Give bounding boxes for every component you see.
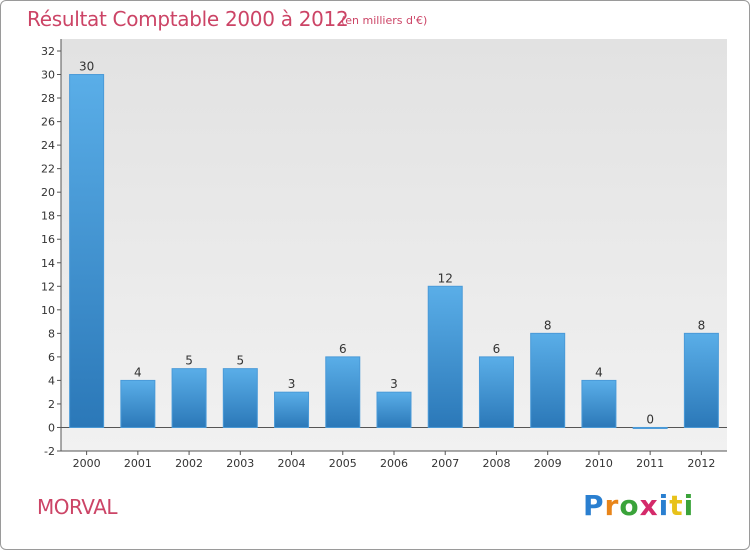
bar-value-label: 6	[339, 342, 347, 356]
bar-2009	[530, 332, 566, 428]
bar-value-label: 12	[438, 271, 453, 285]
logo-letter: x	[639, 489, 659, 522]
x-tick-label: 2006	[380, 457, 408, 470]
bar-2010	[581, 379, 617, 428]
x-tick-label: 2003	[226, 457, 254, 470]
chart-subtitle: (en milliers d'€)	[341, 14, 428, 27]
bar-2002	[171, 368, 207, 428]
logo-letter: t	[669, 489, 684, 522]
x-tick-label: 2000	[73, 457, 101, 470]
y-tick-label: 28	[41, 92, 55, 105]
bar-2000	[69, 74, 105, 428]
x-tick-label: 2002	[175, 457, 203, 470]
proxiti-logo: Proxiti	[583, 489, 694, 522]
x-tick-label: 2008	[482, 457, 510, 470]
bar-value-label: 8	[698, 318, 706, 332]
bar-value-label: 5	[236, 354, 244, 368]
logo-letter: P	[583, 489, 605, 522]
logo-letter: o	[619, 489, 640, 522]
y-tick-label: 22	[41, 163, 55, 176]
y-tick-label: 14	[41, 257, 55, 270]
bar-2003	[222, 368, 258, 428]
town-name: MORVAL	[37, 495, 118, 519]
bar-2005	[325, 356, 361, 428]
y-tick-label: 4	[48, 374, 55, 387]
chart-title: Résultat Comptable 2000 à 2012	[27, 7, 349, 31]
y-tick-label: 10	[41, 304, 55, 317]
logo-letter: i	[683, 489, 695, 522]
y-tick-label: -2	[44, 445, 55, 458]
x-tick-label: 2007	[431, 457, 459, 470]
bar-2012	[683, 332, 719, 428]
bar-2007	[427, 285, 463, 428]
y-tick-label: 8	[48, 327, 55, 340]
bar-value-label: 30	[79, 60, 94, 74]
y-tick-label: 20	[41, 186, 55, 199]
logo-letter: r	[604, 489, 620, 522]
bar-value-label: 3	[288, 377, 296, 391]
bar-value-label: 0	[646, 412, 654, 426]
bar-value-label: 4	[134, 365, 142, 379]
bar-2006	[376, 391, 412, 428]
x-tick-label: 2004	[278, 457, 306, 470]
y-tick-label: 6	[48, 351, 55, 364]
bar-value-label: 8	[544, 318, 552, 332]
y-tick-label: 18	[41, 210, 55, 223]
y-tick-label: 0	[48, 421, 55, 434]
bar-value-label: 3	[390, 377, 398, 391]
x-tick-label: 2009	[534, 457, 562, 470]
y-tick-label: 30	[41, 69, 55, 82]
bar-2001	[120, 379, 156, 428]
y-tick-label: 32	[41, 45, 55, 58]
x-tick-label: 2001	[124, 457, 152, 470]
bar-2008	[478, 356, 514, 428]
bar-value-label: 6	[493, 342, 501, 356]
logo-letter: i	[658, 489, 670, 522]
bar-value-label: 5	[185, 354, 193, 368]
x-tick-label: 2005	[329, 457, 357, 470]
x-tick-label: 2011	[636, 457, 664, 470]
x-tick-label: 2012	[687, 457, 715, 470]
bar-value-label: 4	[595, 365, 603, 379]
y-tick-label: 16	[41, 233, 55, 246]
y-tick-label: 12	[41, 280, 55, 293]
y-tick-label: 24	[41, 139, 55, 152]
bar-2011	[632, 426, 668, 429]
x-tick-label: 2010	[585, 457, 613, 470]
bar-2004	[274, 391, 310, 428]
y-tick-label: 26	[41, 116, 55, 129]
y-tick-label: 2	[48, 398, 55, 411]
